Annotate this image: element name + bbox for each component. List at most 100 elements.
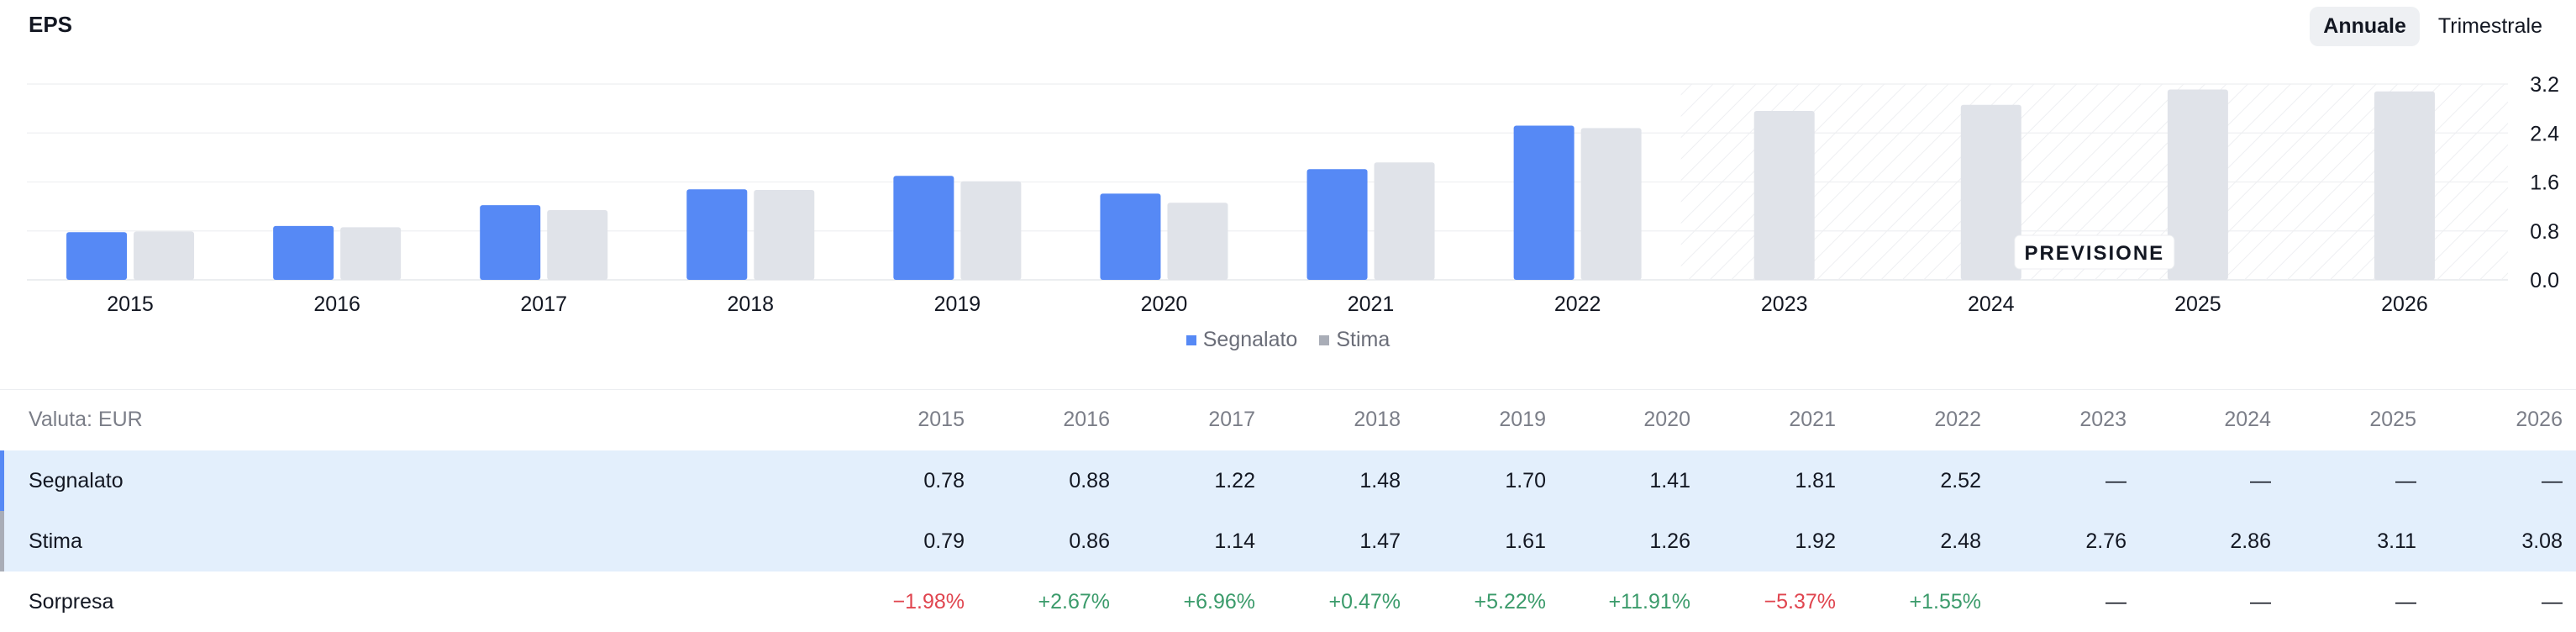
x-tick-label: 2015 [107,292,154,316]
table-row-estimate[interactable]: Stima 0.79 0.86 1.14 1.47 1.61 1.26 1.92 2.48 2.… [0,511,2576,571]
eps-table: Valuta: EUR 2015 2016 2017 2018 2019 2020 2021… [0,390,2576,632]
year-header-cell: 2018 [1354,408,1401,431]
table-row-surprise[interactable]: Sorpresa −1.98% +2.67% +6.96% +0.47% +5.22% +… [0,571,2576,632]
bar-reported [893,176,954,280]
x-tick-label: 2024 [1968,292,2015,316]
legend-label-reported: Segnalato [1202,328,1298,351]
x-tick-label: 2021 [1348,292,1395,316]
table-cell: +11.91% [1608,590,1690,614]
table-cell: 2.52 [1940,469,1981,492]
bar-estimate [547,209,608,280]
divider [0,389,2576,390]
table-cell: — [2105,469,2127,492]
year-header-cell: 2021 [1789,408,1836,431]
bar-estimate [1374,162,1435,280]
year-header-cell: 2015 [917,408,965,431]
table-cell: 1.61 [1505,529,1546,553]
table-cell: +5.22% [1474,590,1547,614]
year-header-cell: 2016 [1063,408,1110,431]
annual-toggle-button[interactable]: Annuale [2310,7,2420,46]
year-header-cell: 2026 [2516,408,2563,431]
bar-estimate [1960,104,2021,280]
year-header-cell: 2023 [2079,408,2127,431]
bar-estimate [1753,111,1815,280]
legend-item-reported[interactable]: Segnalato [1185,328,1298,352]
bar-reported [480,205,541,280]
reported-row-marker [0,450,4,511]
forecast-badge [2014,234,2175,270]
table-cell: 3.08 [2521,529,2563,553]
table-cell: 1.22 [1214,469,1255,492]
chart-legend: Segnalato Stima [0,328,2576,352]
y-tick-label: 0.8 [2530,220,2559,244]
quarterly-toggle-button[interactable]: Trimestrale [2437,14,2542,38]
table-cell: 1.26 [1649,529,1690,553]
x-tick-label: 2025 [2174,292,2221,316]
table-cell: 2.76 [2085,529,2127,553]
row-label: Stima [29,529,82,553]
bar-estimate [754,189,815,280]
table-cell: — [2250,590,2271,614]
table-cell: 1.70 [1505,469,1546,492]
x-tick-label: 2018 [727,292,774,316]
year-header-cell: 2020 [1643,408,1690,431]
table-cell: 1.81 [1795,469,1836,492]
estimate-swatch-icon [1319,334,1330,345]
row-label: Segnalato [29,469,124,492]
bar-reported [686,189,748,280]
table-cell: 3.11 [2377,529,2416,553]
table-cell: 1.14 [1214,529,1255,553]
table-cell: — [2250,469,2271,492]
table-row-reported[interactable]: Segnalato 0.78 0.88 1.22 1.48 1.70 1.41 1.81 2.… [0,450,2576,511]
bar-estimate [134,231,195,280]
x-tick-label: 2023 [1761,292,1808,316]
table-cell: 2.48 [1940,529,1981,553]
estimate-row-marker [0,511,4,571]
year-header-cell: 2025 [2369,408,2416,431]
table-cell: +2.67% [1038,590,1111,614]
forecast-badge-label: PREVISIONE [2024,242,2164,265]
year-header-cell: 2019 [1499,408,1546,431]
bar-reported [66,232,128,280]
x-tick-label: 2016 [313,292,360,316]
period-toggle: Annuale Trimestrale [2310,7,2556,46]
reported-swatch-icon [1185,334,1196,345]
table-cell: 1.47 [1359,529,1401,553]
bar-estimate [1580,128,1642,280]
table-cell: — [2542,469,2563,492]
table-cell: −1.98% [892,590,965,614]
table-cell: — [2395,469,2416,492]
x-tick-label: 2017 [520,292,567,316]
year-header-cell: 2024 [2224,408,2271,431]
x-tick-label: 2019 [934,292,981,316]
table-cell: 0.79 [923,529,965,553]
x-tick-label: 2026 [2381,292,2428,316]
table-cell: — [2395,590,2416,614]
bar-estimate [340,227,402,280]
y-tick-label: 0.0 [2530,269,2559,292]
row-label: Sorpresa [29,590,114,614]
legend-label-estimate: Stima [1336,328,1391,351]
bar-estimate [2167,89,2228,280]
table-cell: +1.55% [1909,590,1982,614]
bar-estimate [1167,203,1228,280]
table-cell: 0.78 [923,469,965,492]
y-tick-label: 1.6 [2530,171,2559,195]
table-header-row: Valuta: EUR 2015 2016 2017 2018 2019 2020 2021… [0,390,2576,450]
bar-estimate [960,181,1022,280]
table-cell: 0.86 [1069,529,1110,553]
table-cell: −5.37% [1764,590,1837,614]
chart-title: EPS [29,12,73,37]
bar-reported [273,225,334,280]
currency-label: Valuta: EUR [29,408,143,431]
y-tick-label: 2.4 [2530,122,2559,145]
bar-estimate [2374,91,2435,280]
table-cell: 1.48 [1359,469,1401,492]
table-cell: — [2105,590,2127,614]
legend-item-estimate[interactable]: Stima [1319,328,1390,352]
x-tick-label: 2022 [1554,292,1601,316]
table-cell: 1.41 [1649,469,1690,492]
table-cell: +6.96% [1183,590,1256,614]
table-cell: 2.86 [2230,529,2271,553]
bar-reported [1513,125,1575,280]
